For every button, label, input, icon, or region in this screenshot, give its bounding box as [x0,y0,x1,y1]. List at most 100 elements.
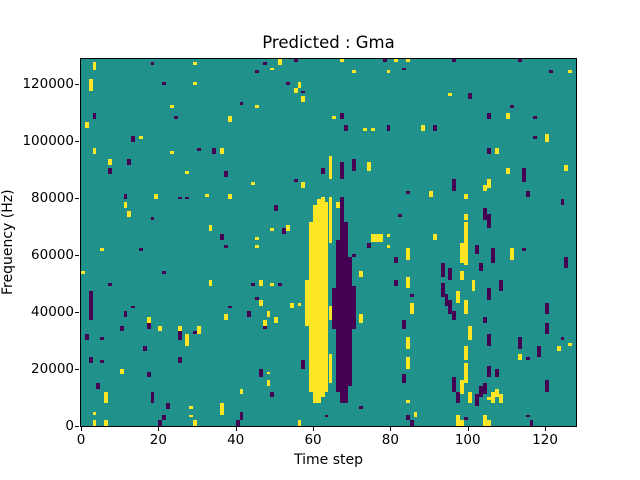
heatmap-cell [456,414,460,426]
heatmap-cell [285,225,290,232]
heatmap-cell [494,147,499,154]
heatmap-cell [367,242,372,249]
heatmap-cell [432,233,437,240]
y-tick-label: 120000 [22,76,74,93]
heatmap-cell [162,414,167,421]
heatmap-cell [394,59,399,62]
heatmap-cell [405,276,410,289]
heatmap-cell [545,302,549,315]
x-tick-mark [158,427,160,431]
x-tick-label: 0 [76,432,86,448]
y-tick-mark [75,141,79,143]
heatmap-cell [285,81,290,85]
heatmap-cell [471,279,476,292]
heatmap-cell [467,93,472,100]
heatmap-cell [343,222,348,404]
heatmap-cell [258,368,263,378]
heatmap-cell [498,394,503,404]
heatmap-cell [255,236,259,240]
x-tick-mark [467,427,469,431]
heatmap-cell [127,159,132,166]
heatmap-cell [84,334,89,340]
heatmap-cell [84,122,89,128]
heatmap-cell [394,256,399,263]
heatmap-cell [525,190,530,197]
heatmap-cell [108,159,112,166]
heatmap-cell [413,411,418,418]
heatmap-cell [88,291,93,320]
heatmap-cell [278,282,283,286]
heatmap-cell [405,414,410,421]
heatmap-cell [459,420,464,426]
heatmap-cell [448,93,453,97]
heatmap-cell [483,317,488,323]
heatmap-cell [483,185,488,191]
heatmap-cell [146,371,151,378]
heatmap-cell [139,248,143,252]
heatmap-cell [227,116,232,123]
heatmap-cell [487,113,491,120]
chart-title: Predicted : Gma [262,33,395,52]
heatmap-cell [177,331,182,340]
heatmap-cell [301,90,306,94]
heatmap-cell [150,216,155,220]
heatmap-cell [142,345,147,352]
heatmap-cell [332,116,337,120]
heatmap-cell [328,305,333,320]
heatmap-cell [545,380,549,392]
heatmap-cell [545,133,549,143]
x-tick-label: 40 [227,432,245,448]
heatmap-cell [487,334,491,346]
heatmap-cell [347,256,352,386]
heatmap-cell [92,113,97,120]
heatmap-cell [177,357,182,363]
heatmap-cell [251,182,256,186]
heatmap-cell [475,245,480,254]
heatmap-cell [459,380,464,395]
heatmap-cell [386,124,391,131]
heatmap-cell [448,299,453,315]
heatmap-cell [328,156,333,180]
heatmap-cell [487,420,491,426]
x-tick-mark [81,427,82,431]
heatmap-cell [459,242,464,263]
heatmap-cell [293,59,298,62]
heatmap-cell [297,81,302,88]
heatmap-cell [247,311,252,318]
plot-area [80,58,577,427]
heatmap-cell [177,325,182,332]
heatmap-cell [224,170,228,177]
x-axis-label: Time step [294,452,363,468]
heatmap-cell [293,179,298,183]
y-tick-label: 0 [65,418,74,434]
heatmap-cell [297,302,302,306]
heatmap-cell [193,81,197,85]
x-tick-mark [545,427,547,431]
heatmap-cell [517,354,522,361]
heatmap-cell [409,294,414,297]
heatmap-cell [463,213,468,220]
heatmap-cell [146,317,151,323]
heatmap-cell [487,213,491,229]
heatmap-cell [459,271,464,280]
heatmap-cell [270,391,275,398]
heatmap-cell [371,127,375,131]
heatmap-cell [282,228,286,234]
heatmap-cell [351,159,356,171]
heatmap-cell [255,70,259,74]
heatmap-cell [401,374,406,383]
heatmap-cell [506,113,511,120]
heatmap-cell [448,268,453,280]
heatmap-cell [487,147,491,154]
heatmap-cell [131,305,136,309]
heatmap-cell [96,382,101,389]
heatmap-cell [525,414,530,418]
heatmap-cell [193,61,197,65]
heatmap-cell [301,360,306,369]
heatmap-cell [367,162,372,171]
heatmap-cell [278,59,283,65]
heatmap-cell [262,61,267,65]
y-tick-label: 80000 [31,190,74,207]
heatmap-cell [81,271,85,275]
